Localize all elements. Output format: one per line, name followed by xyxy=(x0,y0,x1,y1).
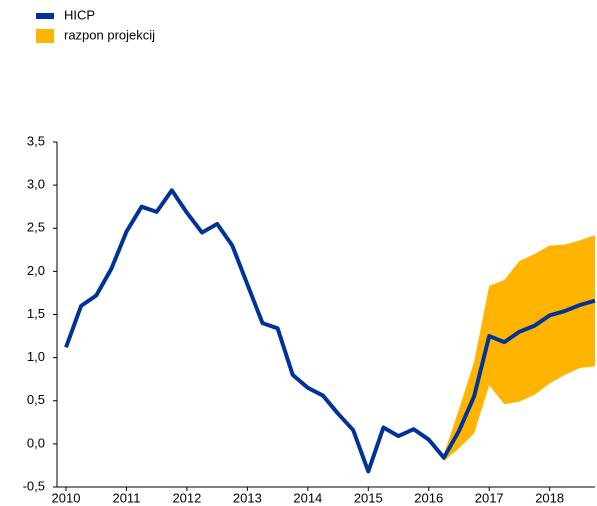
x-tick-label: 2015 xyxy=(354,490,383,505)
y-tick-label: -0,5 xyxy=(23,478,45,493)
x-tick-label: 2010 xyxy=(52,490,81,505)
legend-label: HICP xyxy=(64,7,95,22)
legend-swatch xyxy=(36,13,54,19)
x-tick-label: 2013 xyxy=(233,490,262,505)
legend-label: razpon projekcij xyxy=(64,27,155,42)
y-tick-label: 0,0 xyxy=(27,435,45,450)
x-tick-label: 2016 xyxy=(414,490,443,505)
y-tick-label: 2,0 xyxy=(27,263,45,278)
x-tick-label: 2014 xyxy=(293,490,322,505)
y-tick-label: 3,0 xyxy=(27,177,45,192)
hicp-line xyxy=(64,188,596,474)
y-tick-label: 3,5 xyxy=(27,133,45,148)
x-tick-label: 2011 xyxy=(112,490,140,505)
x-tick-label: 2017 xyxy=(475,490,504,505)
y-tick-label: 2,5 xyxy=(27,220,45,235)
x-tick-label: 2018 xyxy=(535,490,564,505)
y-tick-label: 1,5 xyxy=(27,306,45,321)
x-tick-label: 2012 xyxy=(172,490,201,505)
range-band xyxy=(443,235,595,462)
y-tick-label: 1,0 xyxy=(27,349,45,364)
y-tick-label: 0,5 xyxy=(27,392,45,407)
legend-swatch xyxy=(36,29,54,43)
